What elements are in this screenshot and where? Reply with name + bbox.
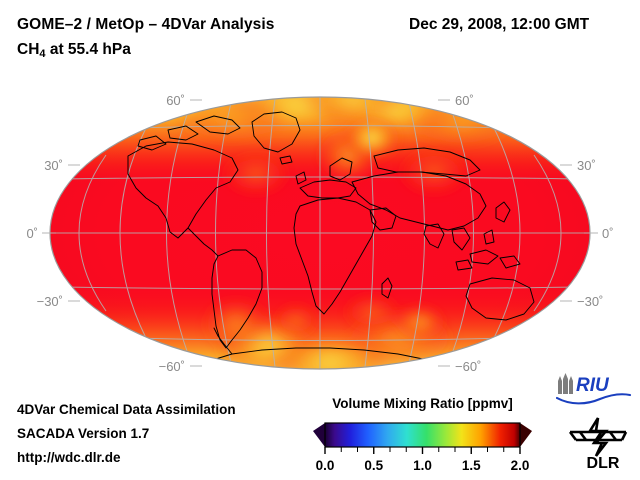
- dlr-bird-icon: [568, 417, 628, 457]
- colorbar-major-ticks: [324, 447, 521, 454]
- lat-label-left-30n: 30˚: [44, 158, 63, 173]
- colorbar-extend-low: [313, 423, 325, 447]
- riu-towers-icon: [558, 373, 573, 394]
- dlr-logo: DLR: [568, 417, 628, 472]
- page-title: GOME–2 / MetOp – 4DVar Analysis: [17, 16, 275, 33]
- colorbar-title: Volume Mixing Ratio [ppmv]: [332, 396, 513, 411]
- species-pressure-suffix: at 55.4 hPa: [45, 41, 131, 58]
- data-field: [50, 97, 590, 369]
- colorbar: 0.0 0.5 1.0 1.5 2.0: [313, 422, 532, 473]
- graticule: [50, 97, 590, 369]
- lat-label-left-0: 0˚: [26, 226, 38, 241]
- colorbar-gradient: [325, 423, 520, 447]
- lat-label-left-60s: −60˚: [159, 359, 185, 374]
- lat-label-right-60n: 60˚: [455, 93, 474, 108]
- species-formula-prefix: CH: [17, 41, 40, 58]
- colorbar-tick-label-1: 0.5: [364, 458, 383, 473]
- lat-label-right-60s: −60˚: [455, 359, 481, 374]
- species-pressure-label: CH4 at 55.4 hPa: [17, 41, 131, 60]
- lat-label-left-30s: −30˚: [37, 294, 63, 309]
- footer-line-url: http://wdc.dlr.de: [17, 450, 121, 465]
- coastlines: [127, 111, 561, 369]
- colorbar-panel: Volume Mixing Ratio [ppmv]: [305, 396, 540, 476]
- lat-label-right-0: 0˚: [602, 226, 614, 241]
- colorbar-tick-label-3: 1.5: [462, 458, 481, 473]
- footer-line-assimilation: 4DVar Chemical Data Assimilation: [17, 402, 236, 417]
- riu-wordmark: RIU: [576, 375, 610, 396]
- colorbar-tick-label-0: 0.0: [316, 458, 335, 473]
- mollweide-map: 60˚ 30˚ 0˚ −30˚ −60˚ 60˚ 30˚ 0˚ −30˚: [26, 93, 613, 374]
- riu-swoosh-icon: [556, 393, 632, 405]
- dlr-wordmark: DLR: [587, 455, 620, 472]
- colorbar-tick-label-4: 2.0: [511, 458, 530, 473]
- colorbar-extend-high: [520, 423, 532, 447]
- lat-label-left-60n: 60˚: [166, 93, 185, 108]
- lat-label-right-30n: 30˚: [577, 158, 596, 173]
- lat-label-right-30s: −30˚: [577, 294, 603, 309]
- latitude-labels: 60˚ 30˚ 0˚ −30˚ −60˚ 60˚ 30˚ 0˚ −30˚: [26, 93, 613, 374]
- map-panel: 60˚ 30˚ 0˚ −30˚ −60˚ 60˚ 30˚ 0˚ −30˚: [0, 78, 640, 388]
- datetime-label: Dec 29, 2008, 12:00 GMT: [409, 16, 590, 33]
- colorbar-tick-label-2: 1.0: [413, 458, 432, 473]
- footer-line-version: SACADA Version 1.7: [17, 426, 150, 441]
- colorbar-minor-ticks: [340, 447, 505, 452]
- riu-logo: RIU: [556, 373, 632, 405]
- species-formula-subscript: 4: [39, 48, 46, 60]
